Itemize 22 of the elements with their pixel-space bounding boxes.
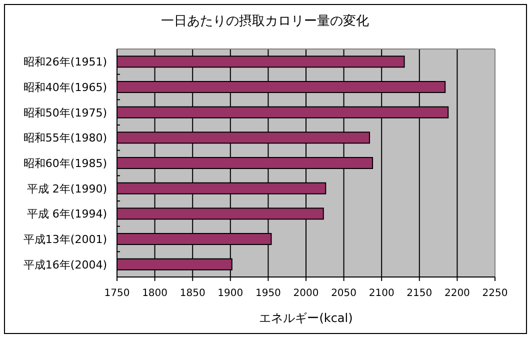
x-tick-label: 2250 [482, 288, 508, 299]
y-tick-label: 昭和50年(1975) [23, 106, 107, 120]
x-tick-label: 2100 [368, 288, 394, 299]
x-axis-title: エネルギー(kcal) [259, 311, 353, 325]
y-tick-label: 昭和55年(1980) [23, 132, 107, 145]
chart-title: 一日あたりの摂取カロリー量の変化 [161, 13, 369, 29]
x-tick-label: 1900 [218, 288, 244, 299]
y-tick-label: 平成 2年(1990) [26, 182, 107, 196]
y-tick-label: 平成13年(2001) [23, 233, 107, 246]
x-tick-label: 2200 [444, 288, 470, 299]
x-tick-label: 2050 [331, 288, 357, 299]
x-tick-label: 2150 [406, 288, 432, 299]
x-tick-label: 1800 [142, 288, 168, 299]
y-tick-label: 昭和60年(1985) [23, 157, 107, 170]
x-tick-label: 1950 [255, 288, 281, 299]
x-tick-label: 1750 [104, 288, 130, 299]
y-tick-label: 昭和26年(1951) [23, 56, 107, 69]
y-tick-label: 平成16年(2004) [23, 258, 107, 272]
y-tick-label: 平成 6年(1994) [26, 208, 107, 221]
y-tick-label: 昭和40年(1965) [23, 81, 107, 94]
x-tick-label: 2000 [293, 288, 319, 299]
x-tick-label: 1850 [180, 288, 206, 299]
